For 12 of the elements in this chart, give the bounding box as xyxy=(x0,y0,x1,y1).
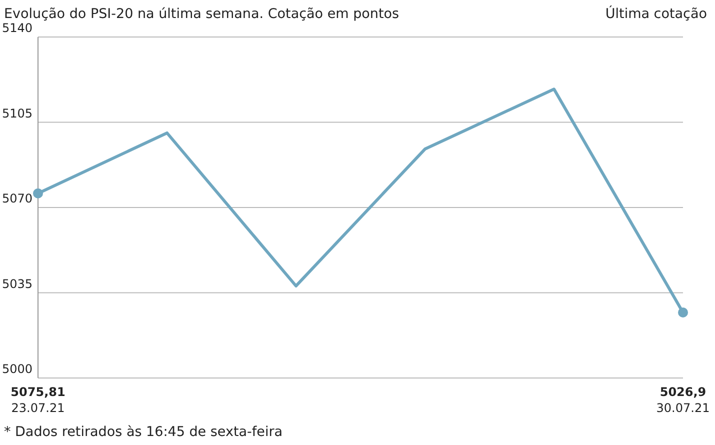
y-tick-label: 5000 xyxy=(2,362,33,376)
y-tick-label: 5140 xyxy=(2,21,33,35)
y-tick-label: 5105 xyxy=(2,106,33,120)
chart-title: Evolução do PSI-20 na última semana. Cotação em pontos xyxy=(4,6,400,22)
y-tick-label: 5070 xyxy=(2,192,33,206)
x-tick-label: 23.07.21 xyxy=(11,401,65,415)
data-label: 5075,81 xyxy=(10,385,66,399)
text: Última cotação xyxy=(605,6,707,22)
data-label: 5026,9 xyxy=(660,385,706,399)
y-tick-label: 5035 xyxy=(2,276,33,291)
text: * Dados retirados às 16:45 de sexta-feira xyxy=(4,424,283,440)
x-tick-label: 30.07.21 xyxy=(656,401,710,415)
